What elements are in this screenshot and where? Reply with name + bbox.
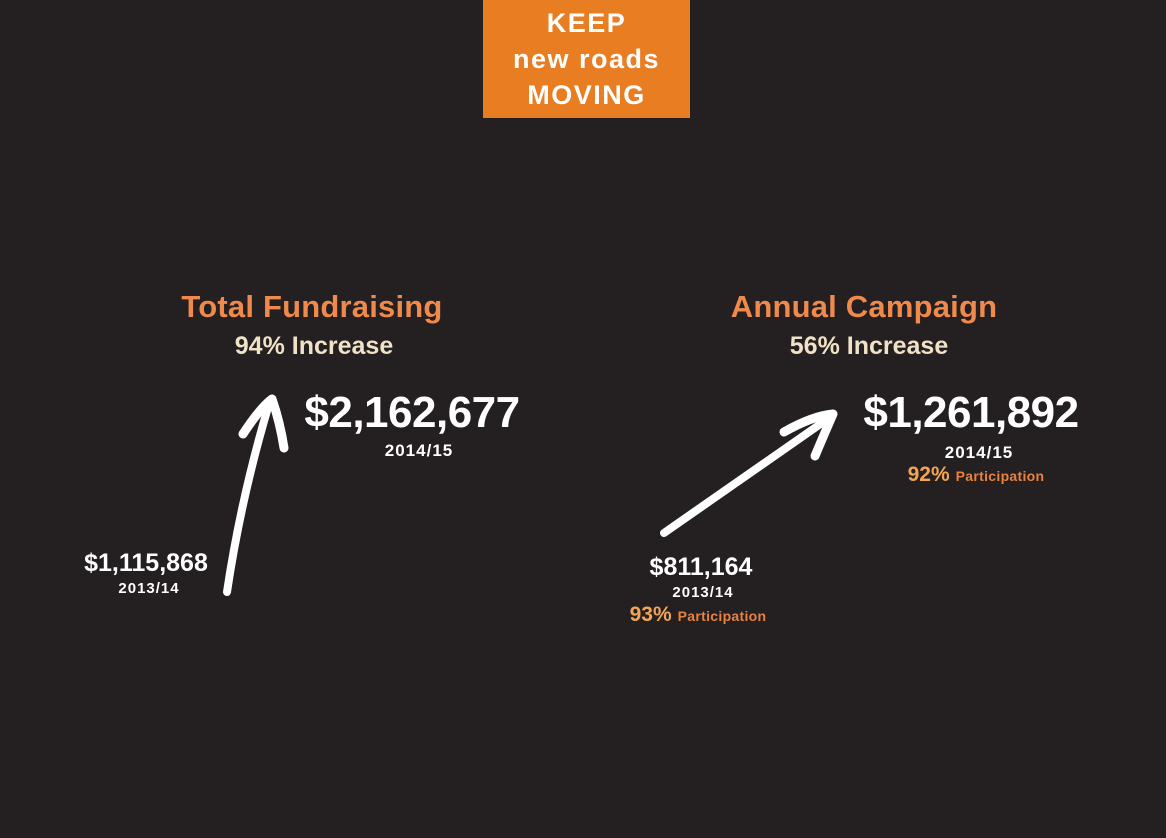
- banner-line-1: KEEP: [546, 8, 627, 38]
- total-fundraising-current-amount: $2,162,677: [304, 388, 520, 437]
- annual-campaign-previous-participation: 93% Participation: [630, 603, 767, 627]
- total-fundraising-title: Total Fundraising: [181, 289, 443, 324]
- total-fundraising-current-year: 2014/15: [384, 441, 454, 460]
- annual-campaign-previous-year: 2013/14: [672, 584, 734, 601]
- growth-arrow-upright-icon: [660, 414, 833, 537]
- participation-label: Participation: [955, 468, 1045, 484]
- total-fundraising-previous-amount: $1,115,868: [84, 549, 208, 577]
- annual-campaign-increase: 56% Increase: [789, 332, 949, 360]
- annual-campaign-previous-amount: $811,164: [649, 553, 753, 581]
- total-fundraising-previous-year: 2013/14: [118, 580, 180, 597]
- brand-banner: KEEP new roads MOVING: [483, 0, 690, 118]
- participation-percent: 92%: [907, 463, 950, 486]
- annual-campaign-current-year: 2014/15: [944, 443, 1014, 462]
- banner-line-2: new roads: [512, 44, 661, 74]
- participation-label: Participation: [677, 608, 767, 624]
- total-fundraising-increase: 94% Increase: [234, 332, 394, 360]
- participation-percent: 93%: [629, 603, 672, 626]
- annual-campaign-title: Annual Campaign: [730, 289, 998, 324]
- growth-arrow-up-head-icon: [238, 394, 289, 453]
- growth-arrow-upright-head-icon: [779, 409, 838, 461]
- growth-arrow-up-icon: [223, 400, 273, 596]
- banner-line-3: MOVING: [527, 80, 646, 110]
- annual-campaign-current-participation: 92% Participation: [908, 463, 1045, 487]
- annual-campaign-current-amount: $1,261,892: [863, 388, 1079, 437]
